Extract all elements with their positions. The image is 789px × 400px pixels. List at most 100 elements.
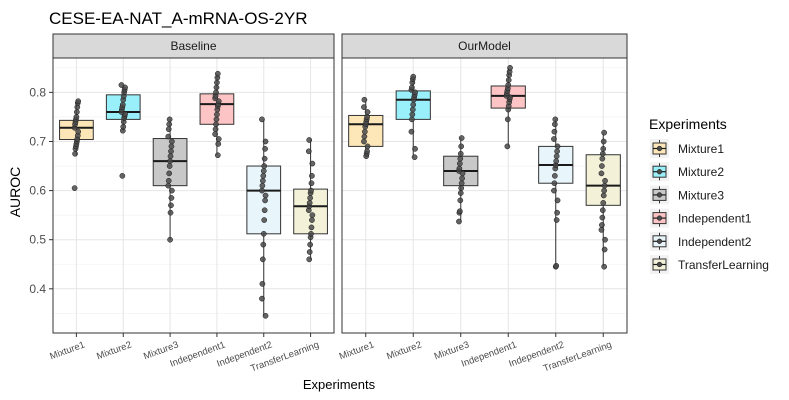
- data-point: [262, 192, 269, 199]
- data-point: [167, 236, 173, 243]
- data-point: [599, 207, 606, 214]
- legend-key-point: [656, 145, 663, 152]
- box-independent2: [246, 116, 282, 319]
- data-point: [165, 126, 172, 133]
- legend-key-point: [656, 169, 663, 175]
- data-point: [409, 84, 415, 91]
- data-point: [599, 163, 605, 169]
- data-point: [411, 154, 418, 161]
- legend-label: TransferLearning: [678, 258, 769, 272]
- y-tick-label: 0.7: [29, 134, 46, 148]
- data-point: [600, 200, 607, 206]
- data-point: [75, 128, 82, 135]
- panel-background: [53, 58, 334, 333]
- legend-key-point: [656, 261, 663, 268]
- data-point: [214, 70, 221, 77]
- data-point: [261, 207, 268, 214]
- data-point: [309, 160, 316, 167]
- data-point: [457, 155, 464, 162]
- data-point: [554, 209, 560, 216]
- x-tick-label: Mixture1: [338, 339, 376, 362]
- data-point: [601, 182, 608, 189]
- data-point: [459, 175, 465, 182]
- data-point: [259, 281, 266, 287]
- data-point: [260, 230, 267, 237]
- data-point: [308, 224, 315, 231]
- data-point: [361, 133, 368, 140]
- facet-label: OurModel: [458, 39, 511, 53]
- data-point: [166, 163, 173, 169]
- data-point: [259, 116, 265, 123]
- data-point: [361, 104, 367, 110]
- data-point: [309, 173, 315, 179]
- data-point: [457, 160, 463, 167]
- data-point: [601, 263, 608, 270]
- data-point: [306, 200, 313, 206]
- data-point: [364, 109, 371, 115]
- data-point: [260, 256, 266, 263]
- legend-label: Independent2: [678, 235, 752, 249]
- data-point: [364, 148, 370, 155]
- data-point: [551, 136, 557, 142]
- data-point: [262, 145, 268, 152]
- box-independent1: [490, 64, 526, 150]
- data-point: [166, 170, 173, 177]
- data-point: [259, 182, 266, 189]
- legend: Experiments Mixture1 Mixture2 Mixture3 Indep…: [649, 116, 769, 274]
- data-point: [551, 180, 558, 187]
- data-point: [409, 106, 416, 113]
- data-point: [73, 114, 80, 120]
- legend-key: [650, 185, 669, 205]
- data-point: [554, 197, 561, 204]
- data-point: [213, 84, 220, 91]
- data-point: [72, 150, 78, 157]
- legend-key: [650, 139, 669, 158]
- data-point: [169, 138, 175, 145]
- x-tick-label: Mixture2: [95, 339, 133, 362]
- box-transferlearning: [585, 129, 621, 270]
- data-point: [215, 136, 222, 142]
- facet-strip: [341, 33, 628, 59]
- data-point: [213, 89, 219, 96]
- data-point: [75, 98, 82, 105]
- panel-border: [341, 57, 628, 334]
- data-point: [553, 262, 560, 269]
- data-point: [262, 312, 269, 319]
- data-point: [552, 116, 559, 123]
- panel-background: [342, 58, 627, 333]
- data-point: [261, 217, 268, 223]
- data-point: [261, 163, 268, 169]
- data-point: [120, 123, 127, 130]
- data-point: [212, 131, 218, 137]
- legend-label: Independent1: [678, 212, 752, 226]
- data-point: [601, 246, 608, 253]
- data-point: [309, 212, 316, 218]
- data-point: [410, 101, 417, 108]
- y-tick-label: 0.5: [29, 233, 46, 247]
- data-point: [457, 150, 464, 157]
- data-point: [307, 195, 313, 201]
- legend-label: Mixture3: [678, 188, 724, 202]
- x-axis-label: Experiments: [303, 377, 376, 392]
- data-point: [261, 155, 268, 162]
- data-point: [262, 197, 268, 204]
- box-mixture3: [443, 135, 479, 225]
- data-point: [165, 133, 172, 140]
- data-point: [260, 241, 267, 248]
- data-point: [214, 152, 221, 159]
- data-point: [168, 202, 174, 209]
- data-point: [412, 145, 418, 152]
- data-point: [165, 177, 172, 184]
- data-point: [168, 148, 174, 155]
- data-point: [505, 82, 512, 88]
- data-point: [213, 121, 219, 128]
- y-axis-label: AUROC: [7, 167, 23, 218]
- data-point: [600, 138, 607, 145]
- data-point: [457, 190, 464, 196]
- data-point: [409, 116, 415, 123]
- data-point: [505, 77, 512, 83]
- legend-label: Mixture2: [678, 165, 724, 179]
- data-point: [259, 187, 265, 194]
- data-point: [458, 180, 465, 187]
- data-point: [456, 165, 463, 172]
